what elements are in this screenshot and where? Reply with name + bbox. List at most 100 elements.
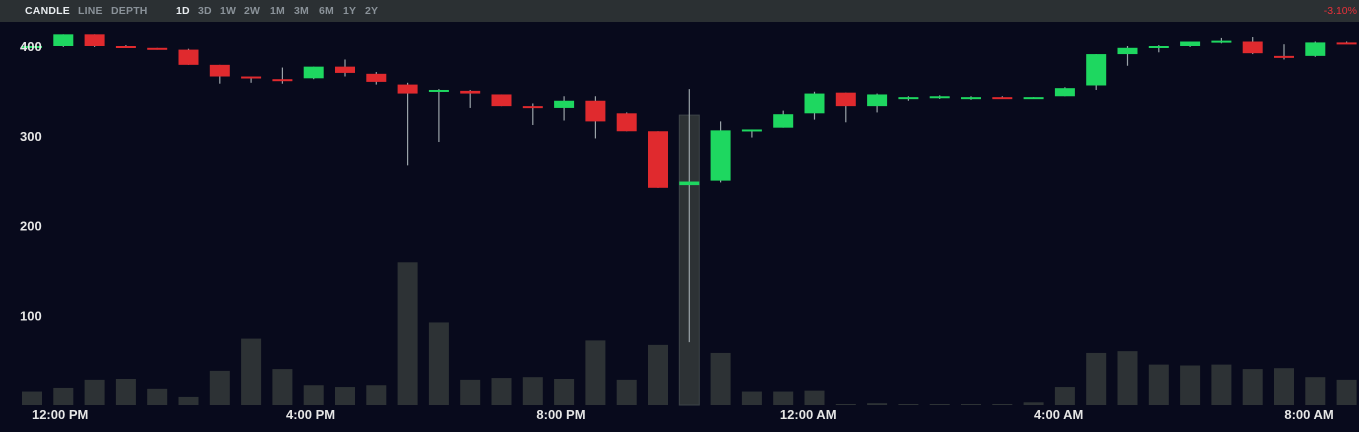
candle-down[interactable] <box>1274 44 1294 60</box>
volume-bar <box>992 404 1013 405</box>
candle-up[interactable] <box>1086 54 1107 90</box>
candle-down[interactable] <box>209 64 230 84</box>
volume-bar <box>741 391 762 405</box>
range-3m-button[interactable]: 3M <box>294 5 309 17</box>
candle-up[interactable] <box>1023 97 1044 100</box>
volume-bar <box>335 387 355 405</box>
candle-down[interactable] <box>84 34 105 47</box>
candle-up[interactable] <box>1148 45 1169 53</box>
candle-up[interactable] <box>303 66 324 80</box>
candle-up[interactable] <box>961 96 981 100</box>
range-1y-button[interactable]: 1Y <box>343 5 357 17</box>
candle-body <box>1336 42 1357 45</box>
candle-body <box>1054 88 1075 97</box>
candle-up[interactable] <box>22 46 42 48</box>
candle-down[interactable] <box>366 72 387 85</box>
volume-bar <box>209 370 230 405</box>
candle-down[interactable] <box>491 94 512 107</box>
candle-body <box>303 66 324 79</box>
candle-up[interactable] <box>773 110 794 128</box>
range-2y-button[interactable]: 2Y <box>365 5 379 17</box>
candle-down[interactable] <box>115 45 136 48</box>
candle-up[interactable] <box>1305 41 1326 57</box>
y-tick-label: 400 <box>20 39 42 54</box>
range-3d-button[interactable]: 3D <box>198 5 212 17</box>
candle-body <box>241 76 262 79</box>
volume-bar <box>491 378 512 405</box>
candle-up[interactable] <box>804 91 825 120</box>
volume-bar <box>554 378 575 405</box>
volume-bar <box>867 403 888 405</box>
candle-down[interactable] <box>397 82 418 166</box>
volume-bar <box>929 404 950 405</box>
candle-body <box>1117 47 1138 55</box>
candle-body <box>22 46 42 48</box>
volume-bar <box>241 338 262 405</box>
range-1m-button[interactable]: 1M <box>270 5 285 17</box>
candle-up[interactable] <box>554 96 575 121</box>
range-6m-button[interactable]: 6M <box>319 5 334 17</box>
candle-down[interactable] <box>147 47 168 50</box>
candle-up[interactable] <box>53 34 74 47</box>
candle-up[interactable] <box>1211 37 1232 44</box>
volume-bar <box>1148 364 1169 405</box>
range-1d-button[interactable]: 1D <box>176 5 190 17</box>
chart-type-depth-button[interactable]: DEPTH <box>111 5 148 17</box>
candle-down[interactable] <box>616 112 637 132</box>
candle-up[interactable] <box>929 95 950 99</box>
volume-bar <box>178 396 199 405</box>
candle-down[interactable] <box>241 76 262 83</box>
candle-up[interactable] <box>741 129 762 138</box>
candle-up[interactable] <box>1054 87 1075 97</box>
volume-bar <box>804 390 825 405</box>
candle-body <box>710 130 731 181</box>
candle-down[interactable] <box>178 48 199 65</box>
candle-down[interactable] <box>522 103 543 125</box>
chart-type-candle-button[interactable]: CANDLE <box>25 5 70 17</box>
candle-up[interactable] <box>1117 46 1138 66</box>
candle-down[interactable] <box>1336 41 1357 45</box>
candle-body <box>992 97 1013 100</box>
volume-bar <box>1023 402 1044 405</box>
candle-down[interactable] <box>335 59 355 77</box>
candle-body <box>835 92 856 107</box>
chart-type-line-button[interactable]: LINE <box>78 5 103 17</box>
candle-body <box>961 97 981 100</box>
candle-up[interactable] <box>898 96 919 101</box>
volume-bar <box>1086 352 1107 405</box>
volume-bars <box>22 114 1357 406</box>
candle-body <box>209 64 230 77</box>
price-change-percent: -3.10% <box>1323 5 1357 17</box>
candle-body <box>147 47 168 50</box>
candle-up[interactable] <box>1180 41 1201 47</box>
volume-bar <box>397 262 418 405</box>
volume-bar <box>303 385 324 405</box>
volume-bar <box>1305 377 1326 405</box>
candle-down[interactable] <box>835 92 856 123</box>
candle-down[interactable] <box>585 96 606 139</box>
candle-body <box>898 97 919 100</box>
candle-down[interactable] <box>992 96 1013 100</box>
volume-bar <box>366 385 387 405</box>
candle-down[interactable] <box>460 89 481 108</box>
range-2w-button[interactable]: 2W <box>244 5 261 17</box>
candle-up[interactable] <box>428 89 449 143</box>
candle-down[interactable] <box>272 67 293 84</box>
candle-down[interactable] <box>648 131 668 188</box>
candle-body <box>178 49 199 65</box>
candle-down[interactable] <box>1242 37 1263 55</box>
candle-body <box>616 113 637 132</box>
candle-body <box>741 129 762 132</box>
range-1w-button[interactable]: 1W <box>220 5 237 17</box>
candle-up[interactable] <box>679 89 700 343</box>
volume-bar <box>147 388 168 405</box>
candle-up[interactable] <box>710 121 731 183</box>
y-tick-label: 200 <box>20 219 42 234</box>
candle-body <box>491 94 512 107</box>
candle-body <box>804 93 825 114</box>
candle-up[interactable] <box>867 93 888 113</box>
candle-body <box>1148 46 1169 48</box>
candle-body <box>1242 41 1263 54</box>
candle-body <box>53 34 74 46</box>
